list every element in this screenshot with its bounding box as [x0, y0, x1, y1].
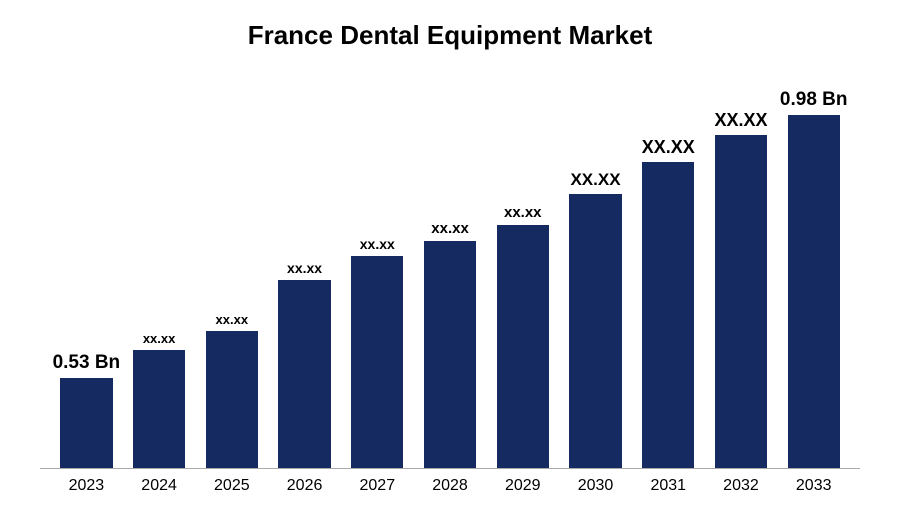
- bar-value-label: xx.xx: [143, 331, 176, 350]
- bar-group: XX.XX: [632, 76, 705, 468]
- x-axis-label: 2028: [414, 477, 487, 495]
- x-axis-label: 2026: [268, 477, 341, 495]
- bar-group: xx.xx: [268, 76, 341, 468]
- plot-area: 0.53 Bnxx.xxxx.xxxx.xxxx.xxxx.xxxx.xxXX.…: [40, 76, 860, 469]
- bar-group: XX.XX: [559, 76, 632, 468]
- x-axis-label: 2025: [195, 477, 268, 495]
- bar: xx.xx: [424, 241, 476, 468]
- chart-container: France Dental Equipment Market 0.53 Bn xx…: [0, 0, 900, 525]
- x-axis-label: 2024: [123, 477, 196, 495]
- chart-title: France Dental Equipment Market: [40, 20, 860, 51]
- bar-value-label: 0.53 Bn: [53, 352, 121, 378]
- bar: xx.xx: [278, 280, 330, 468]
- bar-group: xx.xx: [123, 76, 196, 468]
- bar-group: xx.xx: [414, 76, 487, 468]
- bar: xx.xx: [206, 331, 258, 468]
- bar-group: 0.53 Bn: [50, 76, 123, 468]
- bar: xx.xx: [497, 225, 549, 468]
- x-axis-label: 2031: [632, 477, 705, 495]
- bar-value-label: XX.XX: [642, 137, 695, 162]
- bar: XX.XX: [642, 162, 694, 468]
- bar: XX.XX: [569, 194, 621, 468]
- bar-group: xx.xx: [486, 76, 559, 468]
- bar: xx.xx: [133, 350, 185, 468]
- x-axis-label: 2033: [777, 477, 850, 495]
- x-axis-label: 2032: [705, 477, 778, 495]
- bar-value-label: XX.XX: [570, 170, 620, 194]
- bar-group: xx.xx: [195, 76, 268, 468]
- bar-value-label: xx.xx: [504, 204, 542, 225]
- x-axis: 2023202420252026202720282029203020312032…: [40, 469, 860, 495]
- bar-value-label: xx.xx: [360, 236, 395, 256]
- x-axis-label: 2029: [486, 477, 559, 495]
- bar: 0.98 Bn: [788, 115, 840, 468]
- bar-value-label: xx.xx: [216, 312, 249, 331]
- bar-value-label: XX.XX: [714, 110, 767, 135]
- bar-value-label: xx.xx: [431, 220, 469, 241]
- bar-value-label: 0.98 Bn: [780, 89, 848, 115]
- bar-group: XX.XX: [705, 76, 778, 468]
- x-axis-label: 2027: [341, 477, 414, 495]
- bar-group: xx.xx: [341, 76, 414, 468]
- bar: 0.53 Bn: [60, 378, 112, 468]
- x-axis-label: 2023: [50, 477, 123, 495]
- bar: XX.XX: [715, 135, 767, 468]
- bar-value-label: xx.xx: [287, 260, 322, 280]
- bar-group: 0.98 Bn: [777, 76, 850, 468]
- x-axis-label: 2030: [559, 477, 632, 495]
- bar: xx.xx: [351, 256, 403, 468]
